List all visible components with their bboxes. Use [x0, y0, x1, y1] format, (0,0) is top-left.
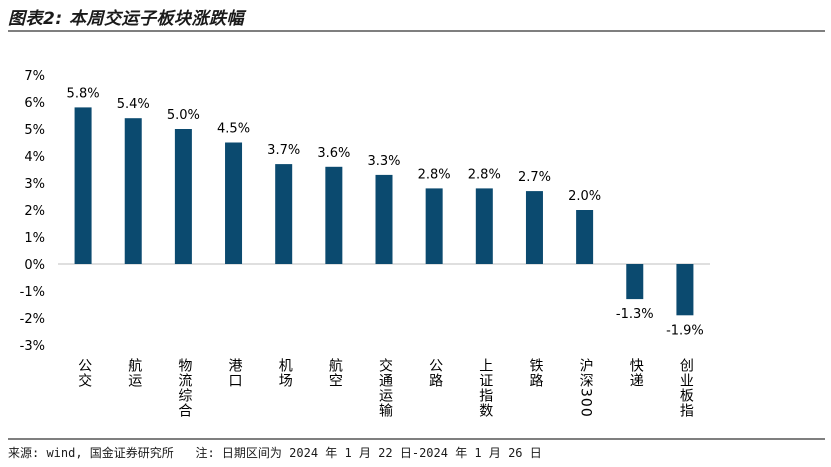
category-label: 航运 — [126, 358, 142, 388]
data-label: 2.0% — [568, 189, 601, 204]
y-tick-label: 6% — [24, 96, 45, 111]
data-label: 3.7% — [267, 143, 300, 158]
bar — [576, 210, 594, 264]
data-label: -1.3% — [616, 307, 654, 322]
bar — [425, 188, 443, 264]
y-tick-label: 2% — [24, 204, 45, 219]
y-tick-label: 1% — [24, 231, 45, 246]
data-label: 3.3% — [367, 154, 400, 169]
bar — [74, 107, 92, 265]
category-label: 快递 — [628, 358, 644, 388]
category-label: 上证指数 — [477, 358, 493, 418]
bar — [525, 191, 543, 264]
source-note: 来源: wind, 国金证券研究所 注: 日期区间为 2024 年 1 月 22… — [8, 446, 542, 460]
data-label: 2.8% — [468, 167, 501, 182]
y-tick-label: 0% — [24, 258, 45, 273]
bar — [375, 174, 393, 264]
bar — [475, 188, 493, 264]
data-label: 5.8% — [67, 86, 100, 101]
y-tick-label: 4% — [24, 150, 45, 165]
data-label: 2.7% — [518, 170, 551, 185]
bar — [275, 164, 293, 264]
y-tick-label: -3% — [20, 339, 45, 354]
data-label: 5.4% — [117, 97, 150, 112]
y-tick-label: -1% — [20, 285, 45, 300]
bar — [225, 142, 243, 264]
data-label: 3.6% — [317, 146, 350, 161]
category-label: 港口 — [227, 358, 243, 388]
data-label: 4.5% — [217, 122, 250, 137]
title-rule — [8, 30, 825, 32]
category-label: 公交 — [76, 358, 92, 388]
y-tick-label: 5% — [24, 123, 45, 138]
category-label: 机场 — [277, 358, 293, 388]
chart-title: 图表2: 本周交运子板块涨跌幅 — [8, 9, 245, 29]
bar — [325, 166, 343, 264]
category-label: 创业板指 — [678, 358, 694, 418]
category-label: 航空 — [327, 358, 343, 388]
bar — [124, 118, 142, 264]
category-label: 公路 — [427, 358, 443, 388]
data-label: 5.0% — [167, 108, 200, 123]
data-label: -1.9% — [666, 323, 704, 338]
y-tick-label: -2% — [20, 312, 45, 327]
category-label: 物流综合 — [176, 358, 192, 418]
y-tick-label: 7% — [24, 69, 45, 84]
category-label: 沪深300 — [578, 358, 594, 418]
data-label: 2.8% — [418, 167, 451, 182]
bar — [676, 264, 694, 316]
y-tick-label: 3% — [24, 177, 45, 192]
category-label: 铁路 — [527, 358, 543, 388]
bar — [174, 129, 192, 264]
source-rule — [8, 438, 825, 440]
bar — [626, 264, 644, 300]
category-label: 交通运输 — [377, 357, 393, 418]
